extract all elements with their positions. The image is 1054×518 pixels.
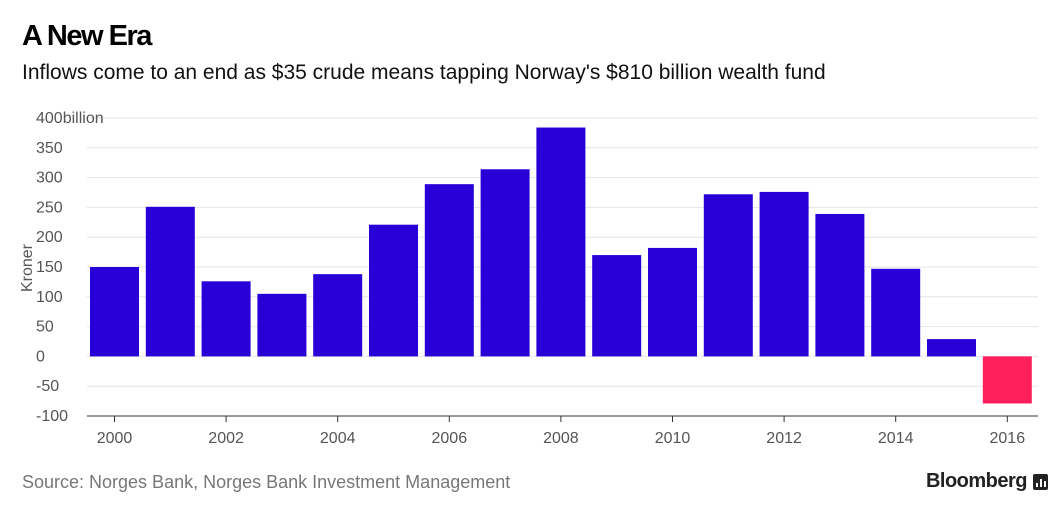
bar-2001	[145, 206, 195, 357]
y-tick-label: 200	[36, 229, 63, 246]
y-axis-label: Kroner	[19, 243, 36, 292]
bar-2014	[871, 268, 921, 357]
bar-2004	[313, 274, 363, 357]
source-note: Source: Norges Bank, Norges Bank Investm…	[22, 472, 511, 492]
x-tick-label: 2008	[543, 430, 579, 447]
y-tick-label: 250	[36, 199, 63, 216]
y-tick-label: 400billion	[36, 110, 104, 127]
bar-2005	[369, 224, 418, 357]
brand-logo: Bloomberg	[926, 470, 1048, 493]
bar-chart-icon	[1033, 473, 1048, 490]
bar-2000	[90, 267, 139, 357]
x-axis-ticks: 2000 2002 2004 2006 2008 2010 2012 2014 2016	[97, 416, 1025, 447]
x-tick-label: 2006	[432, 430, 468, 447]
x-tick-label: 2004	[320, 430, 356, 447]
chart-subtitle: Inflows come to an end as $35 crude mean…	[22, 61, 826, 84]
bar-2015	[927, 339, 976, 357]
y-axis-ticks: -100 -50 0 50 100 150 200 250 300 350 400billion	[36, 110, 104, 425]
bar-chart: -100 -50 0 50 100 150 200 250 300 350 400billion K…	[19, 110, 1038, 447]
x-tick-label: 2012	[766, 430, 802, 447]
y-tick-label: 150	[36, 259, 63, 276]
bar-2009	[592, 255, 642, 357]
y-tick-label: -50	[36, 378, 59, 395]
y-tick-label: 100	[36, 289, 63, 306]
y-tick-label: -100	[36, 408, 68, 425]
bar-2006	[424, 184, 474, 357]
y-tick-label: 0	[36, 348, 45, 365]
bar-2002	[201, 281, 251, 357]
x-tick-label: 2014	[878, 430, 914, 447]
y-tick-label: 350	[36, 140, 63, 157]
x-tick-label: 2010	[655, 430, 691, 447]
bar-2013	[815, 213, 865, 357]
x-tick-label: 2016	[990, 430, 1026, 447]
bar-2003	[257, 293, 307, 357]
bar-2008	[536, 127, 586, 357]
bar-2007	[480, 169, 530, 357]
y-tick-label: 50	[36, 319, 54, 336]
x-tick-label: 2002	[208, 430, 244, 447]
bar-2010	[648, 247, 697, 357]
bar-2016	[982, 356, 1032, 404]
bar-2012	[759, 191, 809, 357]
brand-name: Bloomberg	[925, 470, 1028, 492]
bars	[90, 127, 1032, 404]
bar-2011	[703, 194, 753, 357]
y-tick-label: 300	[36, 170, 63, 187]
chart-title: A New Era	[22, 20, 152, 52]
x-tick-label: 2000	[97, 430, 133, 447]
